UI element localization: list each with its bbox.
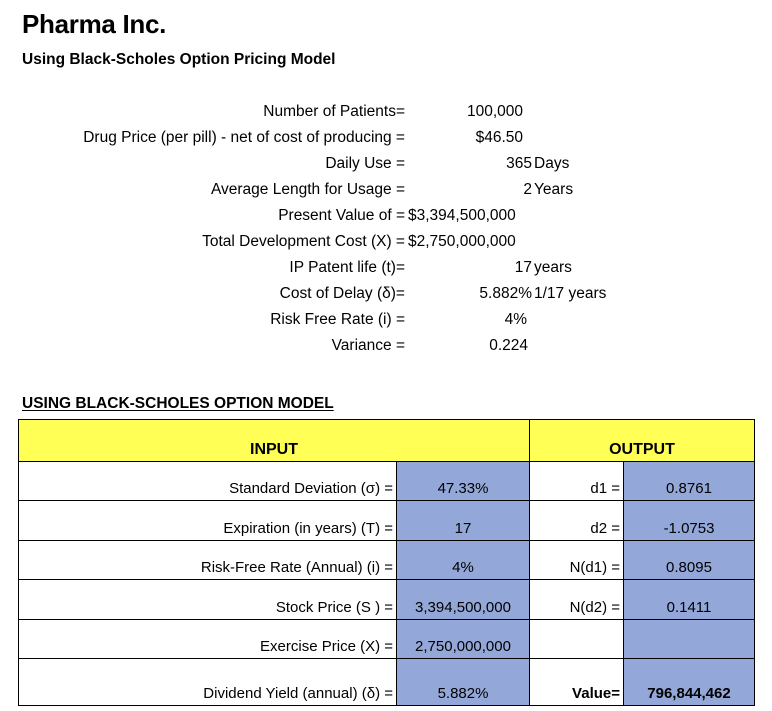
param-row-length-usage: Average Length for Usage = 2 Years [0, 177, 772, 203]
section-title: USING BLACK-SCHOLES OPTION MODEL [22, 395, 334, 412]
param-unit: Years [534, 181, 574, 198]
param-label: Average Length for Usage = [210, 181, 405, 198]
input-value[interactable]: 17 [397, 501, 530, 541]
param-unit: years [534, 259, 572, 276]
input-value[interactable]: 3,394,500,000 [397, 580, 530, 620]
param-label: Present Value of = [278, 207, 405, 224]
black-scholes-table: INPUT OUTPUT Standard Deviation (σ) = 47… [18, 419, 755, 706]
input-label: Stock Price (S ) = [19, 580, 397, 620]
output-label: N(d2) = [530, 580, 624, 620]
page-title: Pharma Inc. [22, 9, 167, 39]
param-row-present-value: Present Value of = $3,394,500,000 [0, 203, 772, 229]
option-value[interactable]: 796,844,462 [624, 659, 755, 706]
param-value: 2 [523, 181, 532, 198]
param-value: $3,394,500,000 [408, 207, 516, 224]
param-value: $2,750,000,000 [408, 233, 516, 250]
output-value[interactable]: 0.8761 [624, 462, 755, 501]
output-label: d1 = [530, 462, 624, 501]
param-label: Total Development Cost (X) = [202, 233, 405, 250]
output-value[interactable] [624, 620, 755, 659]
param-unit: Days [534, 155, 570, 172]
output-value[interactable]: 0.8095 [624, 541, 755, 580]
param-label: Risk Free Rate (i) = [270, 311, 405, 328]
param-value: 17 [514, 259, 532, 276]
output-label [530, 620, 624, 659]
input-value[interactable]: 4% [397, 541, 530, 580]
param-label: Variance = [331, 337, 405, 354]
param-label: Cost of Delay (δ)= [279, 285, 405, 302]
output-label: N(d1) = [530, 541, 624, 580]
param-row-risk-free: Risk Free Rate (i) = 4% [0, 307, 772, 333]
output-value[interactable]: 0.1411 [624, 580, 755, 620]
param-value: 4% [504, 311, 527, 328]
param-unit: 1/17 years [534, 285, 607, 302]
param-value: 100,000 [466, 103, 523, 120]
param-value: 5.882% [479, 285, 532, 302]
param-value: 365 [506, 155, 532, 172]
param-label: Drug Price (per pill) - net of cost of p… [83, 129, 405, 146]
output-value[interactable]: -1.0753 [624, 501, 755, 541]
param-row-dev-cost: Total Development Cost (X) = $2,750,000,… [0, 229, 772, 255]
param-row-patients: Number of Patients= 100,000 [0, 99, 772, 125]
parameter-list: Number of Patients= 100,000 Drug Price (… [0, 99, 772, 359]
param-row-patent-life: IP Patent life (t)= 17 years [0, 255, 772, 281]
input-value[interactable]: 2,750,000,000 [397, 620, 530, 659]
param-row-daily-use: Daily Use = 365 Days [0, 151, 772, 177]
input-label: Expiration (in years) (T) = [19, 501, 397, 541]
param-value: $46.50 [475, 129, 523, 146]
input-value[interactable]: 47.33% [397, 462, 530, 501]
page-subtitle: Using Black-Scholes Option Pricing Model [22, 51, 336, 68]
output-label: d2 = [530, 501, 624, 541]
param-label: Number of Patients= [263, 103, 405, 120]
param-row-cost-delay: Cost of Delay (δ)= 5.882% 1/17 years [0, 281, 772, 307]
value-label: Value= [530, 659, 624, 706]
input-label: Dividend Yield (annual) (δ) = [19, 659, 397, 706]
param-value: 0.224 [489, 337, 528, 354]
param-row-variance: Variance = 0.224 [0, 333, 772, 359]
input-label: Exercise Price (X) = [19, 620, 397, 659]
input-value[interactable]: 5.882% [397, 659, 530, 706]
param-label: Daily Use = [325, 155, 405, 172]
output-header: OUTPUT [530, 420, 755, 462]
param-row-drug-price: Drug Price (per pill) - net of cost of p… [0, 125, 772, 151]
param-label: IP Patent life (t)= [289, 259, 405, 276]
input-label: Standard Deviation (σ) = [19, 462, 397, 501]
input-label: Risk-Free Rate (Annual) (i) = [19, 541, 397, 580]
input-header: INPUT [19, 420, 530, 462]
